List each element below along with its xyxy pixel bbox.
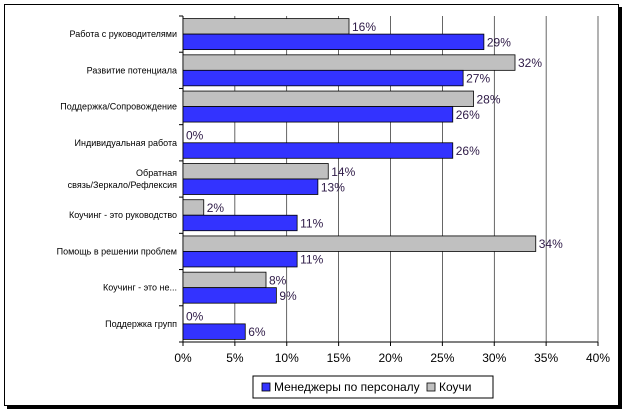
- data-label-hr-managers: 11%: [300, 253, 323, 267]
- category-label: Обратная: [136, 168, 177, 178]
- x-tick-label: 30%: [482, 351, 506, 365]
- data-label-coaches: 28%: [477, 92, 501, 106]
- bar-hr-managers: [182, 106, 454, 123]
- x-tick-label: 35%: [534, 351, 558, 365]
- x-tick-label: 10%: [275, 351, 299, 365]
- bar-hr-managers: [182, 178, 319, 195]
- category-label: Поддержка/Сопровождение: [60, 102, 177, 112]
- bar-hr-managers: [182, 287, 277, 304]
- category-label: Работа с руководителями: [70, 29, 177, 39]
- bar-coaches: [182, 163, 329, 180]
- category-label: Индивидуальная работа: [75, 138, 177, 148]
- data-label-coaches: 2%: [207, 201, 225, 215]
- data-label-coaches: 0%: [186, 129, 204, 143]
- data-label-coaches: 32%: [518, 56, 542, 70]
- x-tick-label: 5%: [226, 351, 244, 365]
- x-tick-label: 20%: [378, 351, 402, 365]
- x-tick-label: 15%: [327, 351, 351, 365]
- category-label: Поддержка групп: [105, 319, 177, 329]
- data-label-hr-managers: 26%: [456, 144, 480, 158]
- x-tick-label: 0%: [174, 351, 192, 365]
- legend-swatch-hr-managers: [261, 382, 271, 392]
- data-label-hr-managers: 11%: [300, 216, 323, 230]
- data-label-hr-managers: 29%: [487, 35, 511, 49]
- bar-hr-managers: [182, 323, 246, 340]
- bar-coaches: [182, 54, 516, 71]
- category-label: Помощь в решении проблем: [57, 246, 177, 256]
- data-label-hr-managers: 27%: [466, 72, 490, 86]
- category-label: Коучинг - это не...: [103, 283, 177, 293]
- data-label-coaches: 14%: [331, 165, 355, 179]
- bar-coaches: [182, 235, 537, 252]
- data-label-coaches: 8%: [269, 273, 287, 287]
- data-label-hr-managers: 6%: [248, 325, 266, 339]
- legend-label-coaches: Коучи: [439, 380, 471, 394]
- data-label-coaches: 16%: [352, 20, 376, 34]
- bar-coaches: [182, 90, 474, 107]
- data-label-coaches: 0%: [186, 310, 204, 324]
- x-tick-label: 40%: [586, 351, 610, 365]
- bar-coaches: [182, 271, 267, 289]
- category-label: Развитие потенциала: [87, 65, 177, 75]
- bar-hr-managers: [182, 69, 464, 87]
- legend-label-hr-managers: Менеджеры по персоналу: [274, 380, 420, 394]
- bar-coaches: [182, 18, 350, 35]
- data-label-hr-managers: 26%: [456, 108, 480, 122]
- x-tick-label: 25%: [430, 351, 454, 365]
- bar-hr-managers: [182, 33, 485, 51]
- bar-hr-managers: [182, 251, 298, 268]
- bar-hr-managers: [182, 214, 298, 232]
- legend-swatch-coaches: [426, 382, 436, 392]
- legend-box: [252, 375, 494, 399]
- bar-coaches: [182, 199, 205, 216]
- category-label: связь/Зеркало/Рефлексия: [68, 180, 177, 190]
- data-label-hr-managers: 13%: [321, 180, 345, 194]
- category-label: Коучинг - это руководство: [69, 210, 177, 220]
- data-label-coaches: 34%: [539, 237, 563, 251]
- data-label-hr-managers: 9%: [279, 289, 297, 303]
- bar-hr-managers: [182, 142, 454, 159]
